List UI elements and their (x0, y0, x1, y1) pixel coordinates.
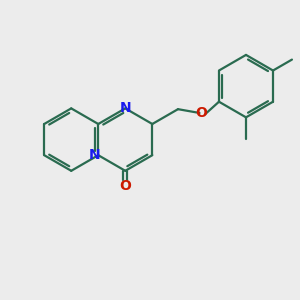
Text: N: N (88, 148, 100, 162)
Text: N: N (119, 101, 131, 116)
Text: O: O (119, 179, 131, 193)
Text: O: O (196, 106, 208, 120)
